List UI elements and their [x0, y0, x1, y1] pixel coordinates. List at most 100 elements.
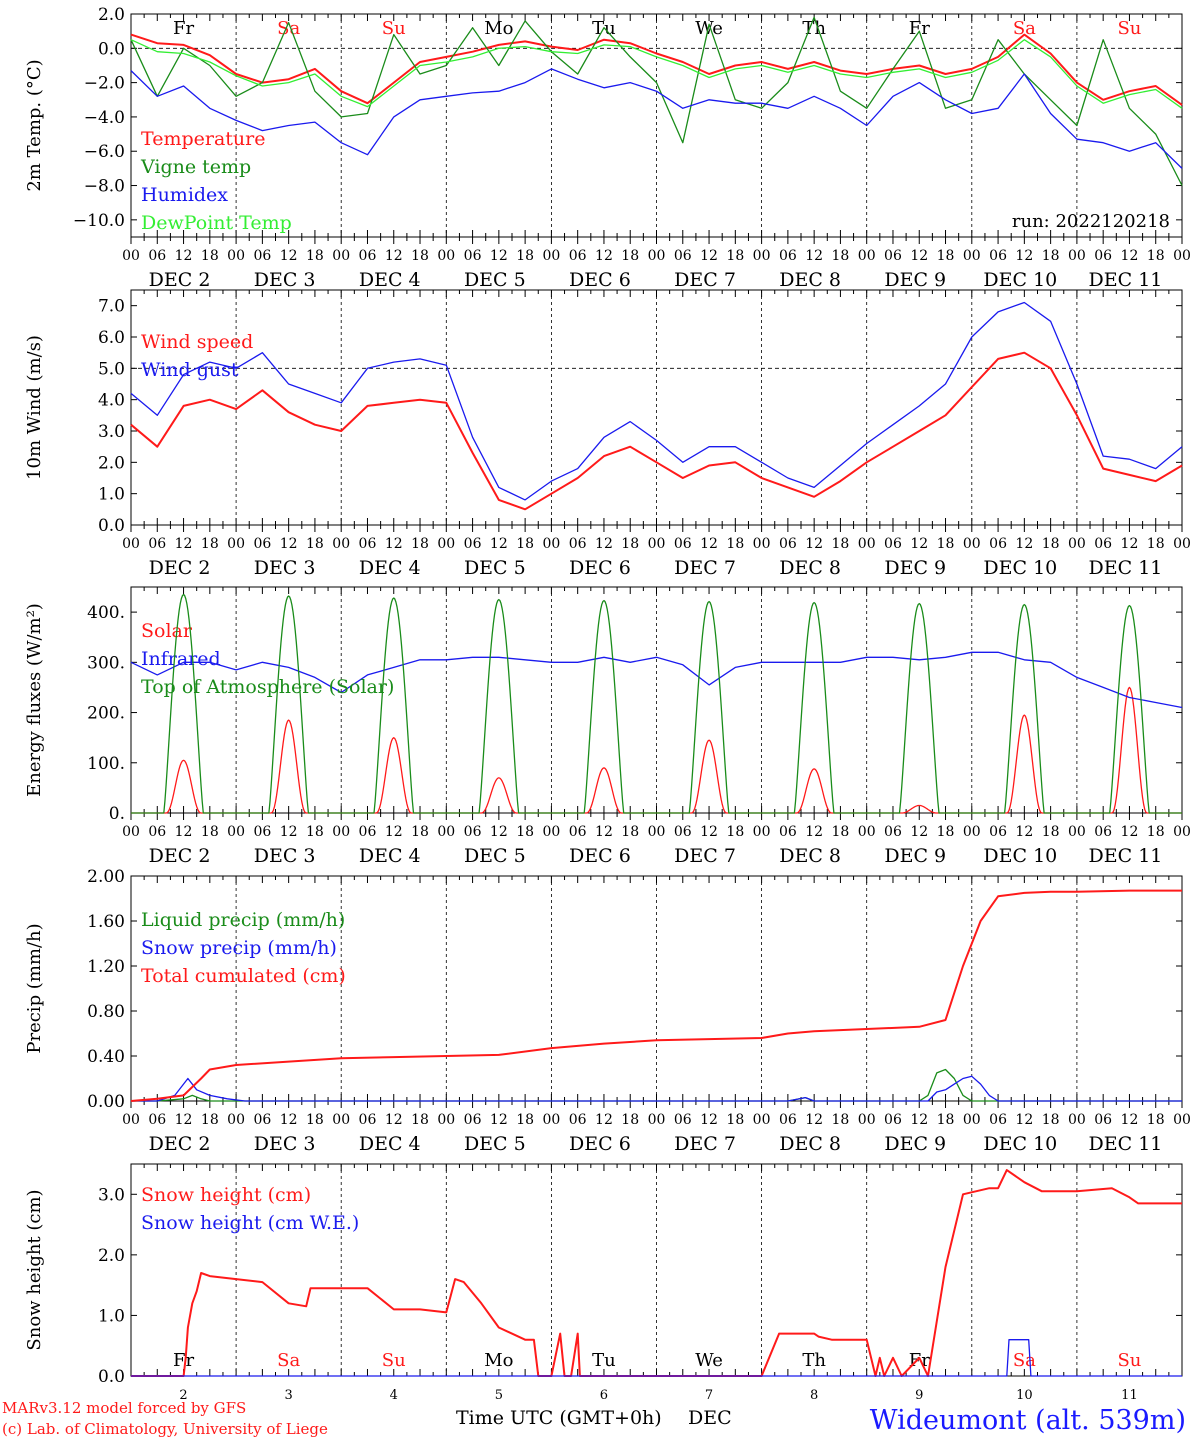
- panel-2: 7.0 6.0 5.0 4.0 3.0 2.0 1.0 0.0 10m Wind (m/s) 00…: [24, 289, 1191, 579]
- legend-entry: Snow height (cm): [141, 1184, 311, 1206]
- series-line-infrared: [130, 651, 1183, 709]
- y-tick-label: 1.0: [98, 1306, 125, 1326]
- x-hour-label: 06: [148, 1112, 166, 1128]
- x-date-label: DEC 5: [464, 1133, 526, 1155]
- x-hour-label: 00: [963, 824, 981, 840]
- x-hour-label: 18: [1147, 536, 1165, 552]
- x-hour-label: 18: [1042, 824, 1060, 840]
- x-date-label: DEC 10: [983, 845, 1057, 867]
- x-hour-label: 18: [1042, 536, 1060, 552]
- x-hour-label: 18: [832, 536, 850, 552]
- copyright-credit: (c) Lab. of Climatology, University of L…: [2, 1420, 328, 1438]
- x-hour-label: 18: [411, 248, 429, 264]
- x-date-label: DEC 2: [149, 845, 211, 867]
- x-hour-label: 12: [595, 824, 613, 840]
- legend-entry: Solar: [141, 620, 193, 642]
- x-date-label: DEC 7: [674, 269, 736, 291]
- y-tick-label: 0.0: [98, 1367, 125, 1387]
- x-hour-label: 06: [1094, 536, 1112, 552]
- y-tick-label: 3.0: [98, 1185, 125, 1205]
- x-hour-label: 12: [700, 248, 718, 264]
- x-hour-label: 12: [700, 1112, 718, 1128]
- day-name-label: Su: [382, 18, 406, 39]
- x-hour-label: 18: [621, 1112, 639, 1128]
- x-hour-label: 00: [858, 248, 876, 264]
- x-date-label: DEC 3: [254, 1133, 316, 1155]
- x-hour-label: 00: [858, 824, 876, 840]
- x-hour-label: 00: [858, 1112, 876, 1128]
- x-hour-label: 00: [648, 536, 666, 552]
- x-hour-label: 06: [464, 248, 482, 264]
- legend-entry: Snow precip (mm/h): [141, 937, 337, 959]
- x-date-label: DEC 3: [254, 269, 316, 291]
- x-hour-label: 00: [227, 248, 245, 264]
- x-hour-label: 06: [674, 248, 692, 264]
- x-hour-label: 12: [175, 248, 193, 264]
- series-line-snow-height-cm-w-e-: [131, 1339, 1182, 1377]
- x-hour-label: 00: [122, 248, 140, 264]
- y-tick-label: 3.0: [98, 422, 125, 442]
- x-hour-label: 06: [359, 1112, 377, 1128]
- x-date-label: DEC 5: [464, 845, 526, 867]
- x-hour-label: 00: [648, 1112, 666, 1128]
- x-hour-label: 18: [832, 1112, 850, 1128]
- y-tick-label: 2.0: [98, 1246, 125, 1266]
- x-hour-label: 12: [1121, 248, 1139, 264]
- x-hour-label: 12: [910, 824, 928, 840]
- x-date-label: DEC 9: [884, 269, 946, 291]
- x-hour-label: 00: [1068, 248, 1086, 264]
- x-axis-unit: DEC: [688, 1407, 732, 1429]
- x-hour-label: 18: [726, 1112, 744, 1128]
- x-hour-label: 18: [201, 248, 219, 264]
- x-hour-label: 18: [306, 248, 324, 264]
- y-tick-label: 6.0: [98, 328, 125, 348]
- y-tick-label: −4.0: [84, 108, 125, 128]
- y-tick-label: 0.00: [87, 1092, 125, 1112]
- x-hour-label: 12: [910, 1112, 928, 1128]
- x-hour-label: 12: [385, 824, 403, 840]
- x-hour-label: 00: [858, 536, 876, 552]
- x-hour-label: 12: [595, 536, 613, 552]
- x-date-label: DEC 8: [779, 557, 841, 579]
- x-hour-label: 00: [437, 1112, 455, 1128]
- x-day-number: 3: [285, 1388, 293, 1403]
- x-hour-label: 00: [1173, 824, 1191, 840]
- x-hour-label: 00: [753, 536, 771, 552]
- x-hour-label: 12: [175, 1112, 193, 1128]
- x-date-label: DEC 9: [884, 845, 946, 867]
- series-line-snow-precip-mm-h-: [131, 1075, 1182, 1102]
- x-hour-label: 00: [1173, 248, 1191, 264]
- x-hour-label: 06: [148, 248, 166, 264]
- x-day-number: 8: [810, 1388, 818, 1403]
- y-tick-label: 0.40: [87, 1047, 125, 1067]
- x-hour-label: 12: [1121, 1112, 1139, 1128]
- day-name-label: Mo: [484, 1350, 513, 1371]
- panel-5: 3.0 2.0 1.0 0.0 Snow height (cm) Fr Sa Su Mo Tu We…: [24, 1163, 1183, 1387]
- y-axis-label: 10m Wind (m/s): [24, 335, 45, 480]
- x-hour-label: 00: [437, 248, 455, 264]
- legend-entry: Wind speed: [141, 331, 253, 353]
- x-date-label: DEC 4: [359, 845, 421, 867]
- x-hour-label: 00: [1173, 536, 1191, 552]
- x-hour-label: 00: [648, 824, 666, 840]
- x-date-label: DEC 6: [569, 557, 631, 579]
- x-hour-label: 18: [201, 1112, 219, 1128]
- y-tick-label: −6.0: [84, 142, 125, 162]
- x-hour-label: 12: [385, 248, 403, 264]
- x-hour-label: 06: [569, 536, 587, 552]
- x-day-number: 6: [600, 1388, 608, 1403]
- x-hour-label: 12: [490, 824, 508, 840]
- x-date-label: DEC 5: [464, 557, 526, 579]
- x-hour-label: 06: [569, 248, 587, 264]
- x-hour-label: 00: [437, 536, 455, 552]
- x-hour-label: 12: [1015, 1112, 1033, 1128]
- x-hour-label: 12: [1015, 536, 1033, 552]
- x-hour-label: 00: [1068, 824, 1086, 840]
- x-hour-label: 00: [227, 1112, 245, 1128]
- x-hour-label: 18: [411, 1112, 429, 1128]
- legend-entry: Infrared: [141, 648, 221, 670]
- x-hour-label: 00: [332, 536, 350, 552]
- y-tick-label: 1.60: [87, 912, 125, 932]
- x-date-label: DEC 5: [464, 269, 526, 291]
